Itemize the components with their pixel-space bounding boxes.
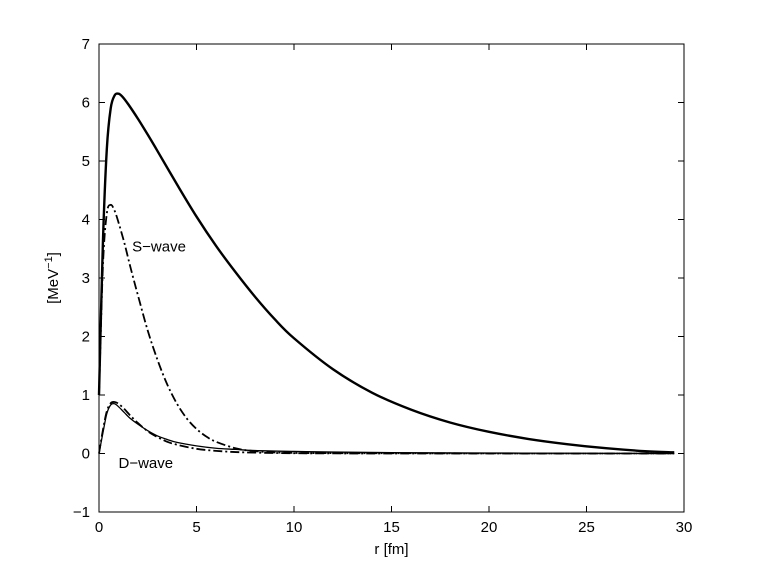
annotations: S−wave D−wave bbox=[119, 239, 186, 472]
series-line-3 bbox=[98, 402, 675, 455]
x-tick-label: 10 bbox=[286, 519, 303, 536]
x-tick-label: 0 bbox=[95, 519, 103, 536]
y-tick-label: 0 bbox=[82, 446, 90, 463]
y-tick-label: 4 bbox=[82, 212, 90, 229]
y-tick-label: 7 bbox=[82, 36, 90, 53]
axes-box bbox=[98, 43, 685, 513]
ticks bbox=[98, 43, 685, 513]
x-tick-label: 20 bbox=[481, 519, 498, 536]
series-line-4 bbox=[98, 401, 675, 455]
y-axis-label-main: [MeV bbox=[45, 269, 62, 304]
x-tick-label: 5 bbox=[192, 519, 200, 536]
y-tick-label: −1 bbox=[73, 504, 90, 521]
y-axis-label-close: ] bbox=[45, 252, 62, 256]
series-line-1 bbox=[97, 92, 675, 454]
tick-labels: 0 5 10 15 20 25 30 −1 0 1 2 3 4 5 6 7 bbox=[73, 36, 692, 536]
x-axis-label: r [fm] bbox=[374, 541, 408, 558]
y-axis-label: [MeV−1] bbox=[43, 252, 62, 304]
x-tick-label: 25 bbox=[578, 519, 595, 536]
s-wave-label: S−wave bbox=[132, 239, 186, 256]
y-tick-label: 1 bbox=[82, 387, 90, 404]
series-layer bbox=[97, 92, 675, 455]
y-tick-label: 3 bbox=[82, 270, 90, 287]
y-tick-label: 2 bbox=[82, 329, 90, 346]
x-tick-label: 30 bbox=[676, 519, 693, 536]
y-tick-label: 6 bbox=[82, 95, 90, 112]
d-wave-label: D−wave bbox=[119, 455, 174, 472]
x-tick-label: 15 bbox=[383, 519, 400, 536]
y-tick-label: 5 bbox=[82, 153, 90, 170]
y-axis-label-superscript: −1 bbox=[43, 256, 55, 269]
